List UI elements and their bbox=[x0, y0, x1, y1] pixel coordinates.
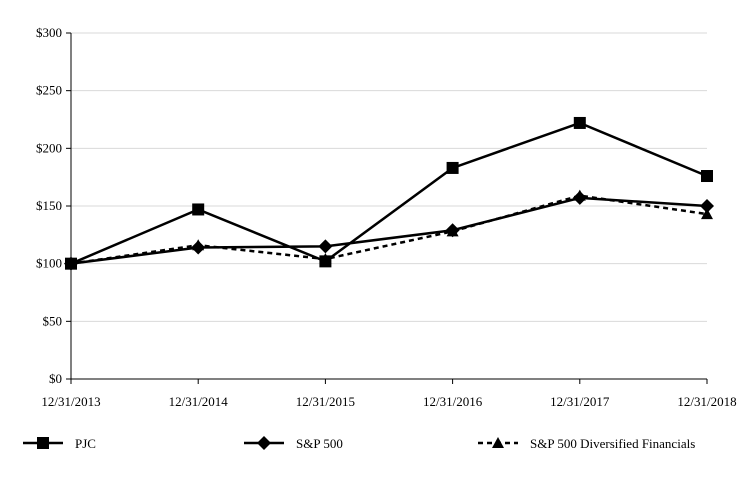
series-sandp-500 bbox=[64, 190, 714, 271]
legend-marker-diamond bbox=[257, 436, 271, 450]
legend-marker-square bbox=[37, 437, 49, 449]
legend-label: S&P 500 Diversified Financials bbox=[530, 436, 695, 451]
data-point-square bbox=[446, 161, 459, 174]
data-point-square bbox=[192, 203, 205, 216]
y-tick-label: $300 bbox=[36, 25, 62, 40]
series-line bbox=[70, 121, 708, 265]
y-tick-label: $150 bbox=[36, 198, 62, 213]
y-tick-label: $250 bbox=[36, 83, 62, 98]
y-tick-label: $200 bbox=[36, 140, 62, 155]
series-sandp-500-diversified-financials bbox=[65, 189, 713, 269]
data-point-diamond bbox=[445, 223, 460, 238]
series-pjc bbox=[65, 116, 713, 270]
legend-item-sandp-500-diversified-financials: S&P 500 Diversified Financials bbox=[478, 436, 695, 451]
data-point-diamond bbox=[700, 199, 714, 213]
x-tick-label: 12/31/2016 bbox=[423, 394, 483, 409]
data-point-diamond bbox=[64, 256, 78, 271]
legend-label: S&P 500 bbox=[296, 436, 343, 451]
data-point-square bbox=[319, 255, 332, 268]
legend: PJC S&P 500 S&P 500 Diversified Financials bbox=[23, 436, 695, 451]
legend-label: PJC bbox=[75, 436, 96, 451]
x-tick-label: 12/31/2015 bbox=[296, 394, 355, 409]
x-tick-label: 12/31/2017 bbox=[550, 394, 610, 409]
x-tick-label: 12/31/2018 bbox=[677, 394, 736, 409]
x-axis-ticks: 12/31/2013 12/31/2014 12/31/2015 12/31/2016… bbox=[41, 379, 737, 409]
gridlines bbox=[71, 32, 707, 322]
x-tick-label: 12/31/2013 bbox=[41, 394, 100, 409]
y-axis-ticks: $0 $50 $100 $150 $200 $250 $300 bbox=[36, 25, 71, 386]
y-tick-label: $50 bbox=[43, 313, 63, 328]
legend-item-sandp-500: S&P 500 bbox=[244, 436, 343, 451]
data-point-diamond bbox=[191, 240, 206, 255]
series-group bbox=[64, 116, 714, 271]
legend-item-pjc: PJC bbox=[23, 436, 96, 451]
data-point-square bbox=[573, 116, 586, 129]
data-point-square bbox=[701, 170, 713, 183]
legend-marker-triangle bbox=[492, 437, 504, 448]
data-point-diamond bbox=[572, 190, 587, 205]
y-tick-label: $100 bbox=[36, 256, 62, 271]
x-tick-label: 12/31/2014 bbox=[169, 394, 229, 409]
data-point-triangle bbox=[701, 208, 713, 220]
y-tick-label: $0 bbox=[49, 371, 62, 386]
series-line bbox=[70, 196, 708, 265]
data-point-diamond bbox=[318, 239, 333, 254]
